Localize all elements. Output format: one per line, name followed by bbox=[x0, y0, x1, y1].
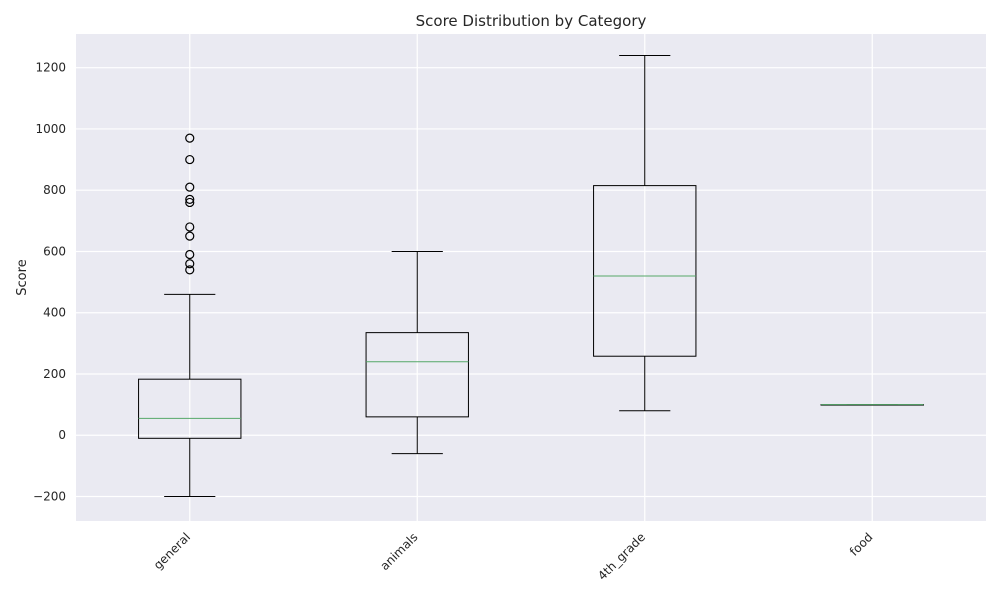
chart-title: Score Distribution by Category bbox=[416, 12, 647, 30]
x-tick-labels: general animals 4th_grade food bbox=[151, 530, 876, 583]
box-animals bbox=[365, 250, 469, 455]
y-tick-label: 600 bbox=[43, 244, 66, 258]
y-tick-label: 800 bbox=[43, 183, 66, 197]
outlier-point bbox=[185, 231, 195, 241]
y-tick-label: 0 bbox=[58, 428, 66, 442]
y-tick-label: 400 bbox=[43, 306, 66, 320]
outlier-point bbox=[185, 154, 195, 165]
x-tick-label: general bbox=[151, 530, 193, 572]
outlier-point bbox=[185, 249, 195, 260]
y-tick-label: 1000 bbox=[35, 122, 66, 136]
iqr-box bbox=[365, 332, 469, 418]
outlier-point bbox=[185, 182, 195, 192]
iqr-box bbox=[593, 185, 697, 357]
outlier-point bbox=[185, 133, 195, 143]
y-tick-labels: −200 0 200 400 600 800 1000 1200 bbox=[33, 61, 66, 504]
outlier-point bbox=[185, 222, 195, 232]
outlier-point bbox=[185, 265, 195, 275]
outlier-point bbox=[185, 259, 195, 269]
y-tick-label: −200 bbox=[33, 489, 66, 503]
box-food bbox=[820, 404, 924, 406]
x-tick-label: food bbox=[847, 530, 876, 559]
x-tick-label: animals bbox=[377, 530, 420, 573]
iqr-box bbox=[138, 378, 242, 439]
x-tick-label: 4th_grade bbox=[595, 530, 648, 583]
outlier-point bbox=[185, 194, 195, 204]
plot-background bbox=[76, 34, 986, 521]
box-4th_grade bbox=[593, 54, 697, 412]
outlier-point bbox=[185, 197, 195, 208]
y-tick-label: 200 bbox=[43, 367, 66, 381]
boxes bbox=[138, 54, 924, 497]
y-tick-label: 1200 bbox=[35, 61, 66, 75]
box-general bbox=[138, 133, 242, 497]
y-axis-label: Score bbox=[15, 259, 30, 295]
